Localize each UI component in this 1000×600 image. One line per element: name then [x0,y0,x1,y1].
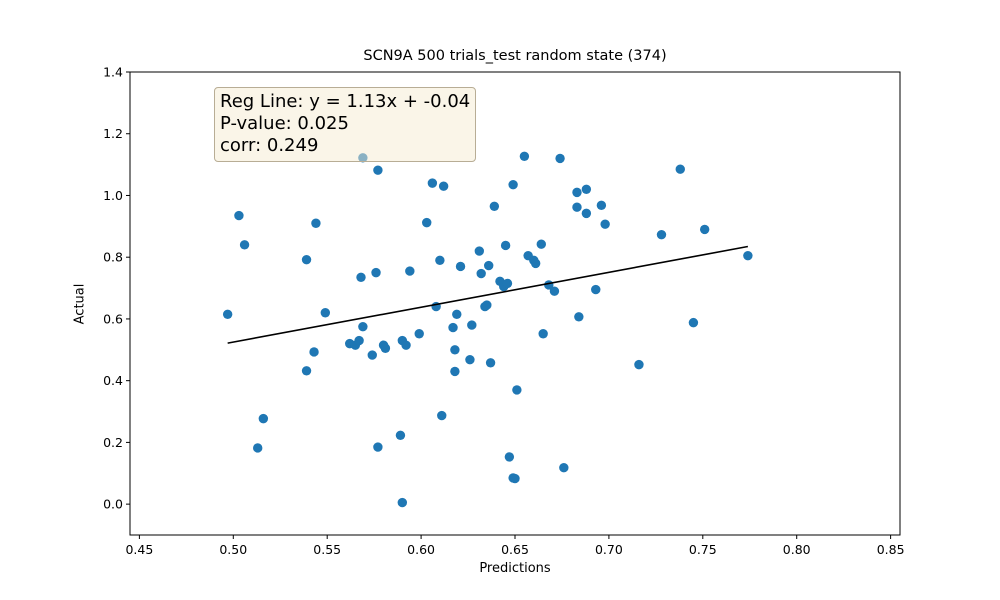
data-point [699,224,710,235]
data-point [309,347,319,357]
data-point [414,329,424,339]
data-point [688,317,699,328]
y-tick-label: 0.0 [103,497,123,512]
data-point [559,463,569,473]
data-point [367,350,377,360]
data-point [239,240,250,250]
x-tick-label: 0.55 [313,542,341,557]
data-point [581,184,592,194]
data-point [538,329,548,339]
data-point [301,366,312,376]
data-point [489,201,500,211]
data-point [452,309,462,320]
y-tick-label: 1.4 [103,65,123,80]
data-point [536,239,546,249]
data-point [510,473,520,484]
data-point [484,260,494,271]
x-tick-label: 0.50 [219,542,247,557]
y-tick-label: 1.0 [103,188,123,203]
y-tick-label: 0.8 [103,250,123,265]
data-point [427,178,438,188]
data-point [508,179,518,190]
data-point [467,320,477,330]
data-point [253,443,263,453]
data-point [397,497,408,508]
data-point [504,452,515,462]
data-point [395,430,406,441]
data-points [222,151,753,508]
y-axis-label: Actual [72,283,88,325]
data-point [502,278,513,289]
data-point [258,413,269,424]
data-point [373,165,383,175]
regression-equation: Reg Line: y = 1.13x + -0.04 [220,91,471,112]
data-point [743,250,753,261]
data-point [482,300,492,310]
data-point [530,258,541,269]
x-tick-label: 0.60 [407,542,435,557]
chart-title: SCN9A 500 trials_test random state (374) [363,48,667,64]
data-point [512,385,522,395]
data-point [222,309,233,320]
data-point [455,261,466,272]
data-point [320,308,331,318]
data-point [438,181,449,191]
data-point [448,322,458,333]
correlation-text: corr: 0.249 [220,135,319,156]
data-point [401,340,411,350]
data-point [354,335,364,346]
data-point [437,410,447,421]
data-point [581,208,592,219]
data-point [474,246,485,256]
data-point [301,254,312,265]
data-point [591,284,601,295]
x-tick-label: 0.45 [125,542,153,557]
data-point [596,200,607,211]
data-point [485,358,496,368]
data-point [555,153,565,164]
data-point [572,187,582,198]
data-point [380,343,391,353]
data-point [422,217,432,228]
y-tick-label: 1.2 [103,126,123,141]
data-point [465,354,475,365]
data-point [405,266,415,276]
data-point [358,321,368,332]
data-point [656,229,667,240]
regression-stats-box: Reg Line: y = 1.13x + -0.04 P-value: 0.0… [214,87,477,162]
p-value-text: P-value: 0.025 [220,113,349,134]
x-tick-label: 0.65 [501,542,529,557]
y-tick-label: 0.4 [103,373,123,388]
data-point [572,202,582,212]
x-tick-label: 0.85 [877,542,905,557]
data-point [549,286,560,296]
y-tick-label: 0.6 [103,311,123,326]
x-tick-label: 0.70 [595,542,623,557]
x-tick-label: 0.75 [689,542,717,557]
data-point [574,312,584,322]
data-point [311,218,321,228]
data-point [450,366,460,377]
data-point [450,345,460,355]
data-point [371,267,381,278]
data-point [675,164,685,174]
regression-line [227,245,749,344]
data-point [373,442,383,452]
data-point [476,268,486,279]
x-axis: 0.45 0.50 0.55 0.60 0.65 0.70 0.75 0.80 0.85 [125,535,905,557]
data-point [435,255,445,265]
x-tick-label: 0.80 [783,542,811,557]
data-point [634,359,644,370]
data-point [519,151,530,161]
data-point [234,210,244,221]
data-point [600,219,610,229]
y-axis: 0.0 0.2 0.4 0.6 0.8 1.0 1.2 1.4 [103,65,130,512]
data-point [500,240,511,251]
data-point [356,272,366,282]
y-tick-label: 0.2 [103,435,123,450]
x-axis-label: Predictions [479,561,551,576]
